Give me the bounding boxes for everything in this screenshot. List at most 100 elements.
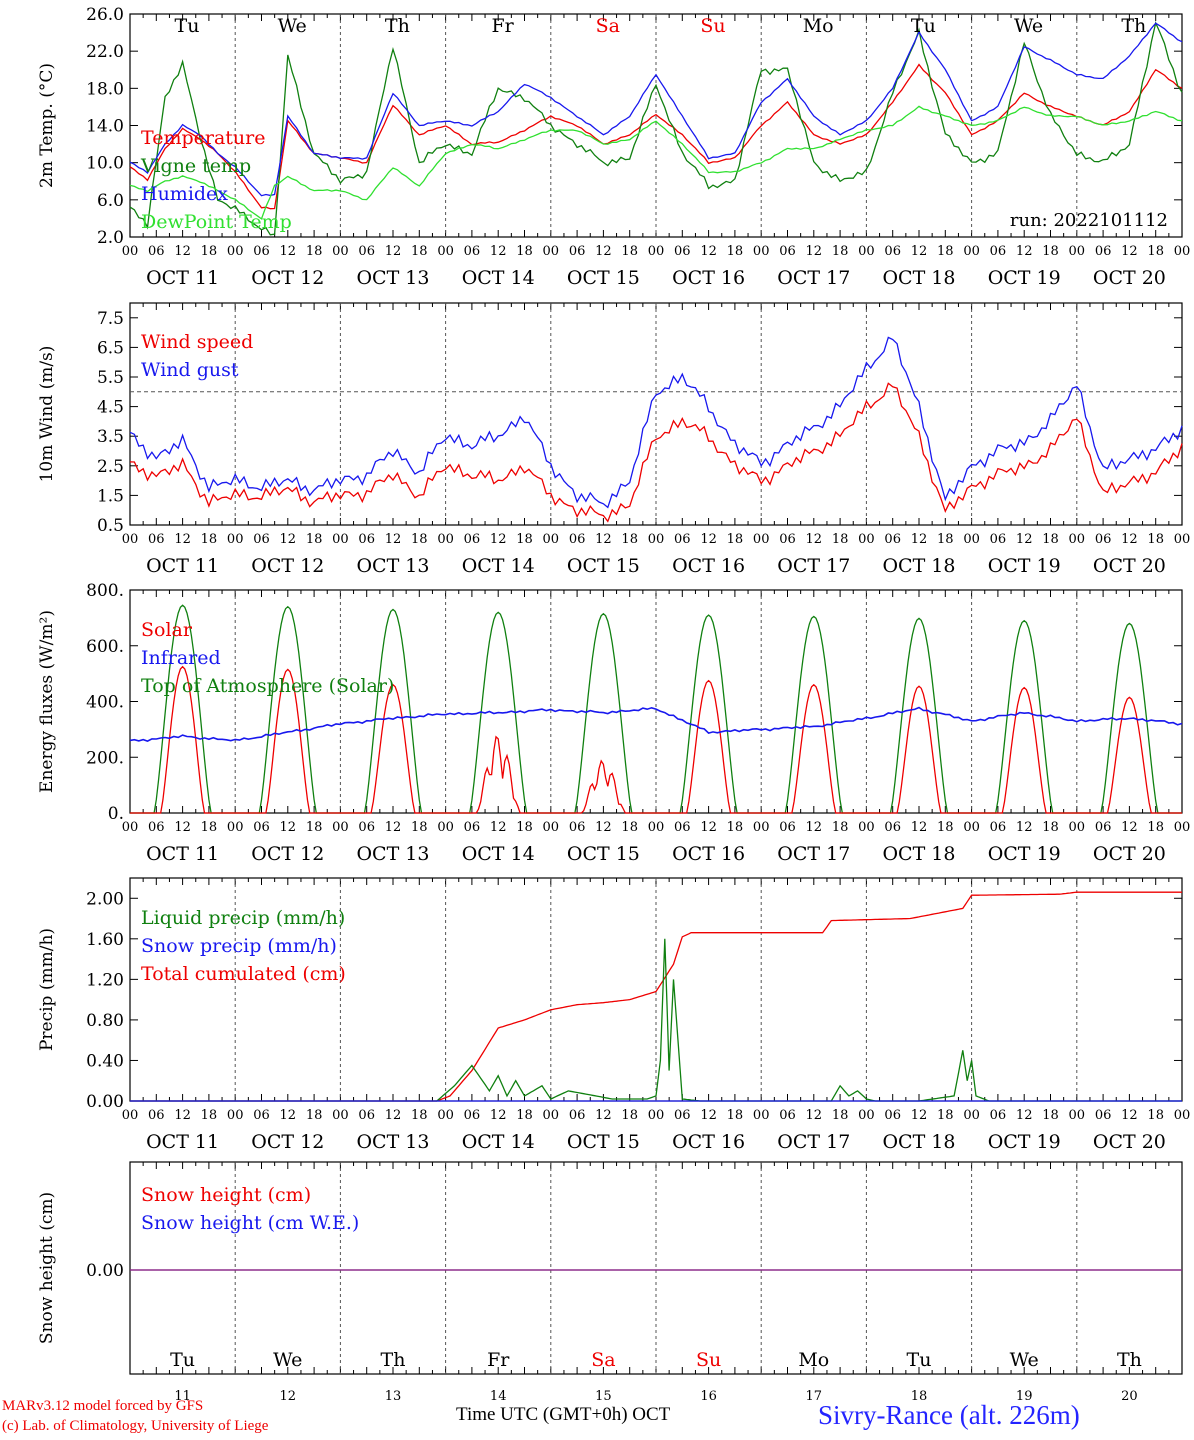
hour-tick-label: 18 <box>621 532 638 547</box>
y-tick-label: 0.00 <box>86 1261 124 1281</box>
y-axis-label-0: 2m Temp. (°C) <box>37 63 57 188</box>
date-label: OCT 20 <box>1093 843 1166 865</box>
legend-entry: Vigne temp <box>140 155 251 177</box>
hour-tick-label: 06 <box>358 1108 375 1123</box>
day-abbr-bottom: Th <box>381 1349 406 1371</box>
hour-tick-label: 06 <box>148 532 165 547</box>
day-abbr: Mo <box>803 15 834 37</box>
hour-tick-label: 12 <box>1121 1108 1138 1123</box>
legend-entry: Top of Atmosphere (Solar) <box>141 675 394 697</box>
day-abbr-bottom: We <box>273 1349 302 1371</box>
hour-tick-label: 18 <box>201 532 218 547</box>
date-label: OCT 17 <box>777 267 850 289</box>
hour-tick-label: 06 <box>253 244 270 259</box>
hour-tick-label: 12 <box>280 532 297 547</box>
y-tick-label: 6.5 <box>97 338 124 358</box>
hour-tick-label: 00 <box>332 244 349 259</box>
y-tick-label: 18.0 <box>86 79 124 99</box>
hour-tick-label: 18 <box>1042 244 1059 259</box>
hour-tick-label: 12 <box>806 1108 823 1123</box>
hour-tick-label: 12 <box>1121 244 1138 259</box>
date-label: OCT 12 <box>251 555 324 577</box>
y-tick-label: 26.0 <box>86 5 124 25</box>
date-label: OCT 15 <box>567 267 640 289</box>
day-abbr: We <box>278 15 307 37</box>
hour-tick-label: 18 <box>937 820 954 835</box>
hour-tick-label: 18 <box>621 820 638 835</box>
hour-tick-label: 12 <box>174 1108 191 1123</box>
hour-tick-label: 00 <box>648 532 665 547</box>
hour-tick-label: 00 <box>753 244 770 259</box>
hour-tick-label: 18 <box>1042 820 1059 835</box>
series-wind-speed <box>129 382 1183 523</box>
hour-tick-label: 00 <box>1174 820 1191 835</box>
day-number: 17 <box>806 1389 823 1404</box>
legend-entry: Solar <box>141 619 193 641</box>
hour-tick-label: 18 <box>727 820 744 835</box>
date-label: OCT 14 <box>462 843 535 865</box>
series-wind-gust <box>129 336 1183 509</box>
hour-tick-label: 18 <box>201 1108 218 1123</box>
hour-tick-label: 18 <box>306 1108 323 1123</box>
y-tick-label: 0. <box>108 804 124 824</box>
credit-line-2: (c) Lab. of Climatology, University of L… <box>2 1418 269 1434</box>
hour-tick-label: 06 <box>674 1108 691 1123</box>
hour-tick-label: 06 <box>1095 244 1112 259</box>
hour-tick-label: 12 <box>911 1108 928 1123</box>
series-infrared <box>129 706 1183 742</box>
date-label: OCT 19 <box>988 1131 1061 1153</box>
y-tick-label: 0.00 <box>86 1092 124 1112</box>
hour-tick-label: 00 <box>332 532 349 547</box>
hour-tick-label: 00 <box>858 532 875 547</box>
hour-tick-label: 00 <box>858 244 875 259</box>
y-tick-label: 6.0 <box>97 191 124 211</box>
hour-tick-label: 06 <box>148 244 165 259</box>
y-tick-label: 0.5 <box>97 516 124 536</box>
hour-tick-label: 18 <box>411 820 428 835</box>
hour-tick-label: 12 <box>385 244 402 259</box>
date-label: OCT 16 <box>672 267 745 289</box>
hour-tick-label: 18 <box>411 244 428 259</box>
day-abbr: Tu <box>911 15 936 37</box>
hour-tick-label: 06 <box>674 532 691 547</box>
date-label: OCT 12 <box>251 267 324 289</box>
credit-line-1: MARv3.12 model forced by GFS <box>2 1398 204 1414</box>
hour-tick-label: 12 <box>490 820 507 835</box>
hour-tick-label: 06 <box>990 1108 1007 1123</box>
day-number: 20 <box>1121 1389 1138 1404</box>
day-abbr-bottom: Su <box>696 1349 721 1371</box>
date-label: OCT 16 <box>672 555 745 577</box>
hour-tick-label: 06 <box>884 532 901 547</box>
day-abbr: We <box>1014 15 1043 37</box>
hour-tick-label: 00 <box>122 532 139 547</box>
y-tick-label: 1.60 <box>86 930 124 950</box>
hour-tick-label: 18 <box>727 244 744 259</box>
hour-tick-label: 06 <box>569 244 586 259</box>
series-solar <box>130 665 1182 814</box>
legend-entry: Temperature <box>141 127 265 149</box>
day-abbr-bottom: Tu <box>170 1349 195 1371</box>
legend-entry: Wind gust <box>141 359 239 381</box>
hour-tick-label: 12 <box>595 532 612 547</box>
date-label: OCT 20 <box>1093 555 1166 577</box>
date-label: OCT 19 <box>988 843 1061 865</box>
hour-tick-label: 12 <box>1121 532 1138 547</box>
legend-entry: Infrared <box>141 647 221 669</box>
y-tick-label: 400. <box>86 693 124 713</box>
hour-tick-label: 00 <box>543 532 560 547</box>
hour-tick-label: 18 <box>1147 1108 1164 1123</box>
hour-tick-label: 12 <box>1016 532 1033 547</box>
hour-tick-label: 06 <box>253 1108 270 1123</box>
hour-tick-label: 12 <box>490 1108 507 1123</box>
hour-tick-label: 06 <box>990 244 1007 259</box>
series-temperature <box>129 63 1183 210</box>
date-label: OCT 15 <box>567 555 640 577</box>
hour-tick-label: 00 <box>963 1108 980 1123</box>
hour-tick-label: 12 <box>174 532 191 547</box>
y-tick-label: 1.5 <box>97 486 124 506</box>
hour-tick-label: 18 <box>201 244 218 259</box>
hour-tick-label: 00 <box>1069 532 1086 547</box>
hour-tick-label: 06 <box>148 1108 165 1123</box>
hour-tick-label: 18 <box>411 532 428 547</box>
hour-tick-label: 18 <box>516 1108 533 1123</box>
